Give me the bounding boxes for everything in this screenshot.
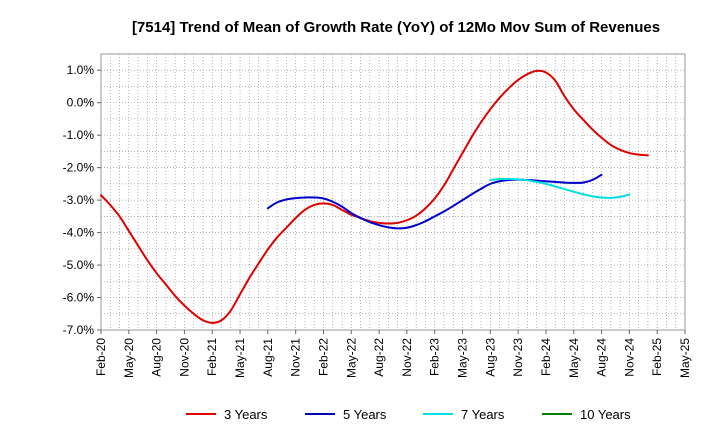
x-tick-label: Aug-22 (372, 338, 386, 377)
x-tick-label: May-20 (122, 338, 136, 378)
plot-border (100, 53, 686, 331)
y-tick-label: -6.0% (63, 291, 95, 305)
series-line-5-years (266, 173, 603, 230)
x-tick-label: May-23 (456, 338, 470, 378)
chart-title: [7514] Trend of Mean of Growth Rate (YoY… (132, 19, 660, 36)
x-tick-label: Feb-25 (650, 338, 664, 376)
x-tick-label: Aug-21 (261, 338, 275, 377)
x-tick-label: Feb-21 (205, 338, 219, 376)
legend-label-3-years: 3 Years (224, 407, 268, 422)
x-tick-label: May-22 (344, 338, 358, 378)
y-tick-label: -2.0% (63, 161, 95, 175)
x-tick-label: Feb-22 (316, 338, 330, 376)
x-tick-label: Nov-23 (511, 338, 525, 377)
legend-label-10-years: 10 Years (580, 407, 631, 422)
x-tick-label: Nov-22 (400, 338, 414, 377)
x-tick-label: Aug-23 (483, 338, 497, 377)
x-tick-label: Nov-24 (622, 338, 636, 377)
x-tick-label: Feb-24 (539, 338, 553, 376)
series-line-3-years (100, 69, 649, 324)
x-tick-label: May-25 (678, 338, 692, 378)
y-tick-label: 0.0% (67, 96, 95, 110)
x-tick-label: Feb-23 (428, 338, 442, 376)
x-tick-label: Aug-24 (595, 338, 609, 377)
x-tick-label: Feb-20 (94, 338, 108, 376)
legend-label-7-years: 7 Years (461, 407, 505, 422)
plot-area: 1.0% 0.0% -1.0% -2.0% -3.0% -4.0% -5.0% -6.0% -7… (63, 53, 692, 378)
x-tick-label: Aug-20 (150, 338, 164, 377)
legend: 3 Years 5 Years 7 Years 10 Years (186, 407, 631, 422)
x-tick-label: Nov-20 (177, 338, 191, 377)
x-tick-label: Nov-21 (289, 338, 303, 377)
legend-label-5-years: 5 Years (343, 407, 387, 422)
x-tick-label: May-24 (567, 338, 581, 378)
y-tick-label: -7.0% (63, 323, 95, 337)
plot-background (101, 54, 685, 330)
x-tick-label: May-21 (233, 338, 247, 378)
y-tick-label: -3.0% (63, 193, 95, 207)
series-line-7-years (489, 177, 631, 199)
y-tick-label: 1.0% (67, 63, 95, 77)
y-tick-label: -5.0% (63, 258, 95, 272)
y-tick-label: -1.0% (63, 128, 95, 142)
y-tick-label: -4.0% (63, 226, 95, 240)
